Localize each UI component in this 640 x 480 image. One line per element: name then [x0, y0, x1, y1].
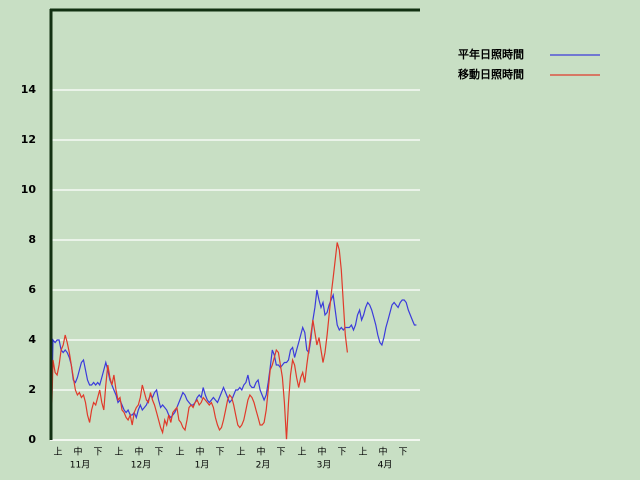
x-period-label: 上: [236, 447, 245, 458]
x-period-label: 中: [317, 446, 326, 458]
legend-label: 移動日照時間: [458, 67, 524, 81]
x-period-label: 中: [195, 446, 204, 458]
grid: [50, 89, 420, 391]
x-month-label: 4月: [378, 460, 393, 471]
x-period-label: 上: [175, 447, 184, 458]
y-tick-label: 2: [28, 383, 36, 396]
x-month-label: 1月: [195, 460, 210, 471]
x-period-label: 下: [398, 448, 407, 458]
x-month-label: 12月: [131, 460, 151, 471]
x-period-label: 下: [154, 448, 163, 458]
x-month-label: 3月: [317, 460, 332, 471]
y-tick-label: 6: [28, 283, 36, 296]
x-period-label: 上: [53, 447, 62, 458]
x-period-label: 上: [114, 447, 123, 458]
x-period-label: 下: [93, 448, 102, 458]
y-tick-label: 8: [28, 233, 36, 246]
plot: [50, 242, 417, 441]
x-period-label: 下: [276, 448, 285, 458]
x-period-label: 下: [215, 448, 224, 458]
x-period-label: 中: [378, 446, 387, 458]
x-period-label: 上: [297, 447, 306, 458]
x-month-label: 11月: [70, 460, 90, 471]
x-period-label: 上: [358, 447, 367, 458]
y-tick-label: 10: [21, 183, 37, 196]
y-tick-label: 14: [21, 83, 37, 96]
y-tick-label: 0: [28, 433, 36, 446]
series-line: [50, 242, 348, 441]
x-period-label: 下: [337, 448, 346, 458]
x-month-label: 2月: [256, 460, 271, 471]
legend-label: 平年日照時間: [458, 47, 524, 61]
x-period-label: 中: [73, 446, 82, 458]
y-tick-label: 4: [28, 333, 36, 346]
y-tick-label: 12: [21, 133, 36, 146]
x-period-label: 中: [134, 446, 143, 458]
x-period-label: 中: [256, 446, 265, 458]
